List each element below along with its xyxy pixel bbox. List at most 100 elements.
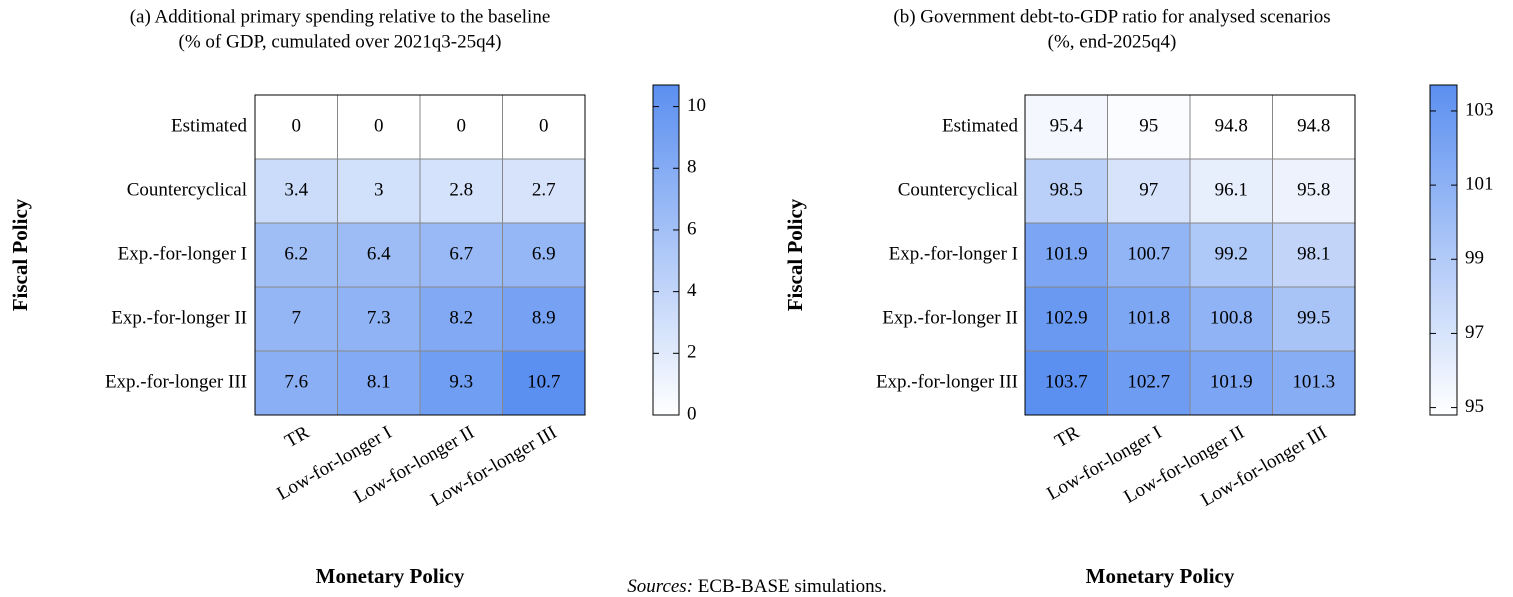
cell-label: 0 [539,115,549,136]
cell-label: 95.8 [1297,179,1330,200]
source-note: Sources: ECB-BASE simulations. [627,576,887,597]
cell-label: 94.8 [1215,115,1248,136]
cell-label: 102.7 [1127,371,1170,392]
cell-label: 8.2 [449,307,473,328]
heatmap-cell [1024,350,1108,416]
cell-label: 100.8 [1210,307,1253,328]
cell-label: 101.3 [1292,371,1335,392]
cell-label: 103.7 [1045,371,1088,392]
x-axis-label: Monetary Policy [316,564,465,588]
cell-label: 100.7 [1127,243,1170,264]
row-label: Exp.-for-longer II [111,307,247,328]
x-axis-label: Monetary Policy [1086,564,1235,588]
source-prefix: Sources: [627,576,693,597]
cell-label: 8.1 [367,371,391,392]
heatmap-frame [1024,94,1356,416]
colorbar-tick-label: 99 [1465,248,1484,269]
chart-title: (b) Government debt-to-GDP ratio for ana… [893,6,1330,27]
cell-label: 101.8 [1127,307,1170,328]
y-axis-label: Fiscal Policy [8,198,32,311]
cell-label: 101.9 [1045,243,1088,264]
heatmap-cell [502,350,586,416]
heatmap-cell [1107,350,1191,416]
heatmap-cell [1107,286,1191,352]
chart-subtitle: (% of GDP, cumulated over 2021q3-25q4) [179,31,502,52]
cell-label: 101.9 [1210,371,1253,392]
colorbar-tick-label: 0 [687,403,697,424]
chart-title: (a) Additional primary spending relative… [130,6,551,27]
heatmap-cell [1189,94,1273,160]
cell-label: 2.8 [449,179,473,200]
colorbar-tick-label: 103 [1465,99,1494,120]
x-tick-label: TR [281,422,313,452]
cell-label: 98.1 [1297,243,1330,264]
cell-label: 9.3 [449,371,473,392]
heatmap-cell [1107,158,1191,224]
row-label: Estimated [171,115,247,136]
row-label: Exp.-for-longer I [889,243,1018,264]
row-label: Countercyclical [127,179,247,200]
row-label: Exp.-for-longer I [118,243,247,264]
cell-label: 98.5 [1050,179,1083,200]
heatmap-cell [1272,350,1356,416]
cell-label: 7 [292,307,302,328]
cell-label: 0 [457,115,467,136]
cell-label: 3 [374,179,384,200]
cell-label: 102.9 [1045,307,1088,328]
x-tick-label: TR [1051,422,1083,452]
colorbar-tick-label: 95 [1465,396,1484,417]
cell-label: 7.3 [367,307,391,328]
heatmap-cell [419,350,503,416]
colorbar-tick-label: 97 [1465,322,1484,343]
source-text: ECB-BASE simulations. [698,576,887,597]
heatmap-cell [502,222,586,288]
heatmap-cell [1024,158,1108,224]
cell-label: 0 [374,115,384,136]
cell-label: 2.7 [532,179,556,200]
row-label: Countercyclical [898,179,1018,200]
row-label: Exp.-for-longer II [882,307,1018,328]
cell-label: 3.4 [284,179,308,200]
colorbar-tick-label: 101 [1465,173,1494,194]
heatmap-cell [1189,286,1273,352]
heatmap-cell [254,94,338,160]
heatmap-cell [502,286,586,352]
heatmap-cell [1107,222,1191,288]
heatmap-cell [1189,222,1273,288]
cell-label: 99.2 [1215,243,1248,264]
colorbar [1429,84,1458,416]
colorbar [652,84,680,416]
colorbar-tick-label: 2 [687,342,697,363]
heatmap-cell [337,286,421,352]
heatmap-cell [502,158,586,224]
cell-label: 96.1 [1215,179,1248,200]
row-label: Estimated [942,115,1018,136]
cell-label: 97 [1139,179,1158,200]
colorbar-tick-label: 4 [687,280,697,301]
row-label: Exp.-for-longer III [876,371,1018,392]
cell-label: 99.5 [1297,307,1330,328]
colorbar-tick-label: 6 [687,218,697,239]
cell-label: 7.6 [284,371,308,392]
cell-label: 6.9 [532,243,556,264]
heatmap-cell [1107,94,1191,160]
heatmap-cell [337,222,421,288]
cell-label: 8.9 [532,307,556,328]
chart-subtitle: (%, end-2025q4) [1048,31,1177,52]
cell-label: 0 [292,115,302,136]
cell-label: 6.2 [284,243,308,264]
cell-label: 6.7 [449,243,473,264]
heatmap-cell [337,158,421,224]
heatmap-frame [254,94,586,416]
y-axis-label: Fiscal Policy [783,198,807,311]
heatmap-cell [1189,350,1273,416]
cell-label: 94.8 [1297,115,1330,136]
row-label: Exp.-for-longer III [105,371,247,392]
heatmap-cell [337,94,421,160]
cell-label: 95.4 [1050,115,1084,136]
cell-label: 95 [1139,115,1158,136]
colorbar-tick-label: 10 [687,95,706,116]
colorbar-tick-label: 8 [687,157,697,178]
cell-label: 6.4 [367,243,391,264]
